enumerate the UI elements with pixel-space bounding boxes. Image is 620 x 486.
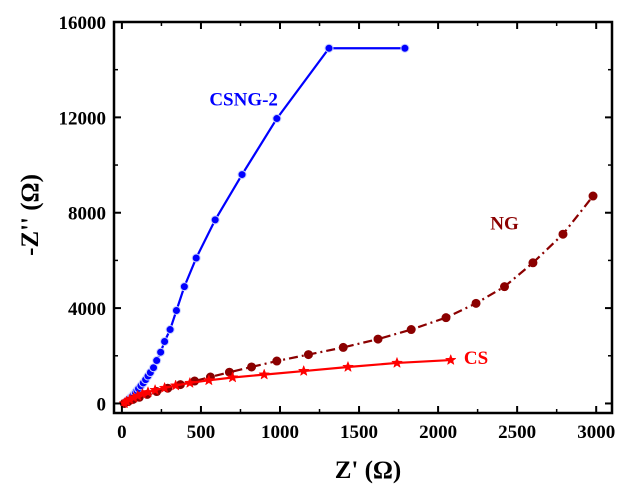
data-point-csng-2 — [272, 114, 282, 124]
axes-layer — [112, 20, 614, 415]
data-point-cs — [158, 381, 171, 393]
y-tick-label: 0 — [97, 394, 107, 415]
series-label-csng-2: CSNG-2 — [209, 89, 278, 110]
data-point-cs — [342, 360, 354, 373]
data-point-csng-2 — [400, 43, 410, 53]
data-point-ng — [303, 350, 313, 360]
data-point-ng — [406, 325, 416, 335]
y-tick-label: 16000 — [59, 13, 107, 34]
data-point-ng — [471, 298, 481, 308]
data-point-cs — [149, 383, 162, 396]
series-line-ng — [123, 195, 594, 405]
data-point-cs — [226, 371, 239, 383]
data-point-csng-2 — [171, 305, 181, 315]
plot-frame — [112, 20, 614, 415]
y-tick-label: 4000 — [68, 299, 106, 320]
data-point-csng-2 — [165, 325, 175, 335]
data-point-csng-2 — [237, 170, 247, 180]
series-line-cs — [123, 358, 451, 405]
data-point-csng-2 — [179, 282, 189, 292]
series-label-cs: CS — [464, 348, 488, 369]
x-tick-label: 1000 — [261, 422, 299, 443]
data-point-ng — [499, 282, 509, 292]
data-point-cs — [142, 386, 154, 398]
data-point-ng — [373, 334, 383, 344]
data-point-ng — [338, 342, 348, 352]
data-point-ng — [247, 362, 257, 372]
data-point-csng-2 — [210, 215, 220, 225]
x-axis-title: Z' (Ω) — [335, 457, 402, 484]
y-tick-label: 8000 — [68, 204, 106, 225]
x-tick-label: 0 — [117, 422, 127, 443]
data-point-ng — [558, 229, 568, 239]
y-axis-title: -Z'' (Ω) — [17, 174, 44, 256]
data-point-cs — [169, 379, 182, 391]
series-layer — [118, 43, 598, 409]
data-point-cs — [297, 364, 310, 377]
data-point-cs — [183, 376, 196, 388]
labels-layer: 0 500 1000 1500 2000 2500 3000 0 4000 8000 12000 16… — [59, 13, 616, 443]
x-tick-label: 1500 — [340, 422, 378, 443]
x-tick-label: 3000 — [577, 422, 615, 443]
data-point-csng-2 — [152, 356, 162, 366]
data-point-ng — [528, 258, 538, 268]
x-tick-label: 2000 — [419, 422, 457, 443]
data-point-cs — [444, 353, 457, 366]
data-point-csng-2 — [191, 253, 201, 263]
x-tick-label: 2500 — [498, 422, 536, 443]
data-point-ng — [588, 191, 598, 201]
series-label-ng: NG — [490, 213, 519, 234]
x-tick-label: 500 — [187, 422, 216, 443]
data-point-ng — [441, 313, 451, 323]
data-point-csng-2 — [156, 347, 166, 357]
data-point-ng — [272, 356, 282, 366]
data-point-cs — [202, 374, 215, 386]
data-point-csng-2 — [160, 336, 170, 346]
data-point-csng-2 — [324, 43, 334, 53]
data-point-cs — [391, 356, 403, 368]
y-tick-label: 12000 — [59, 108, 107, 129]
data-point-cs — [258, 368, 271, 380]
